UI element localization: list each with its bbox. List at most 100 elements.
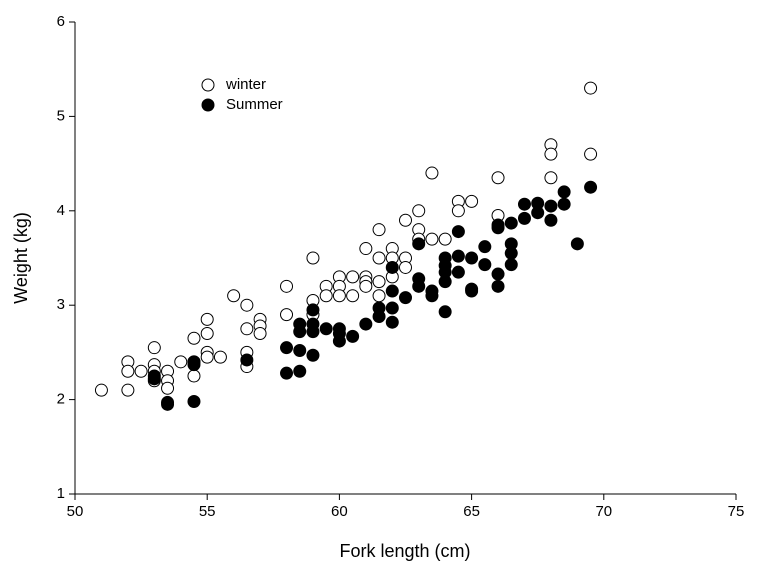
point	[372, 251, 386, 265]
point	[147, 372, 161, 386]
point	[306, 303, 320, 317]
point	[306, 251, 320, 265]
point	[517, 197, 531, 211]
point	[451, 249, 465, 263]
point	[372, 223, 386, 237]
x-tick-label: 70	[595, 503, 612, 520]
point	[465, 194, 479, 208]
point	[293, 325, 307, 339]
point	[346, 289, 360, 303]
point	[491, 279, 505, 293]
point	[491, 171, 505, 185]
point	[346, 329, 360, 343]
point	[385, 301, 399, 315]
legend-label: winter	[225, 76, 266, 93]
point	[161, 397, 175, 411]
point	[531, 206, 545, 220]
point	[504, 246, 518, 260]
point	[385, 284, 399, 298]
point	[147, 341, 161, 355]
point	[174, 355, 188, 369]
point	[187, 331, 201, 345]
point	[359, 317, 373, 331]
point	[187, 394, 201, 408]
point	[412, 279, 426, 293]
point	[372, 310, 386, 324]
point	[293, 364, 307, 378]
y-tick-label: 2	[57, 391, 65, 408]
point	[200, 312, 214, 326]
point	[332, 334, 346, 348]
point	[121, 383, 135, 397]
point	[438, 232, 452, 246]
point	[227, 289, 241, 303]
point	[425, 166, 439, 180]
point	[557, 197, 571, 211]
point	[570, 237, 584, 251]
point	[504, 258, 518, 272]
y-axis-label: Weight (kg)	[11, 212, 31, 304]
point	[332, 289, 346, 303]
point	[504, 216, 518, 230]
point	[491, 267, 505, 281]
x-tick-label: 55	[199, 503, 216, 520]
point	[200, 327, 214, 341]
point	[412, 237, 426, 251]
point	[280, 341, 294, 355]
y-tick-label: 6	[57, 13, 65, 30]
point	[94, 383, 108, 397]
point	[584, 147, 598, 161]
point	[319, 322, 333, 336]
point	[240, 322, 254, 336]
point	[134, 364, 148, 378]
point	[372, 275, 386, 289]
point	[121, 364, 135, 378]
legend-label: Summer	[226, 96, 283, 113]
point	[465, 251, 479, 265]
point	[187, 369, 201, 383]
point	[478, 258, 492, 272]
point	[240, 353, 254, 367]
point	[200, 350, 214, 364]
point	[240, 298, 254, 312]
x-axis-label: Fork length (cm)	[339, 541, 470, 561]
point	[293, 344, 307, 358]
point	[399, 260, 412, 274]
point	[253, 327, 267, 341]
x-tick-label: 60	[331, 503, 348, 520]
point	[280, 308, 294, 322]
point	[359, 279, 373, 293]
point	[385, 260, 399, 274]
y-tick-label: 4	[57, 202, 65, 219]
point	[306, 348, 320, 362]
legend-marker	[201, 78, 215, 92]
x-tick-label: 50	[67, 503, 84, 520]
y-tick-label: 3	[57, 296, 65, 313]
point	[359, 242, 373, 256]
point	[478, 240, 492, 254]
point	[213, 350, 227, 364]
point	[385, 315, 399, 329]
point	[399, 213, 412, 227]
point	[399, 291, 412, 305]
point	[451, 204, 465, 218]
point	[372, 289, 386, 303]
point	[306, 325, 320, 339]
point	[187, 358, 201, 372]
point	[412, 204, 426, 218]
point	[346, 270, 360, 284]
point	[438, 305, 452, 319]
point	[280, 279, 294, 293]
y-tick-label: 1	[57, 485, 65, 502]
x-tick-label: 65	[463, 503, 480, 520]
point	[161, 381, 175, 395]
point	[544, 147, 558, 161]
point	[544, 199, 558, 213]
point	[544, 171, 558, 185]
point	[465, 284, 479, 298]
y-tick-label: 5	[57, 107, 65, 124]
point	[517, 211, 531, 225]
point	[425, 289, 439, 303]
